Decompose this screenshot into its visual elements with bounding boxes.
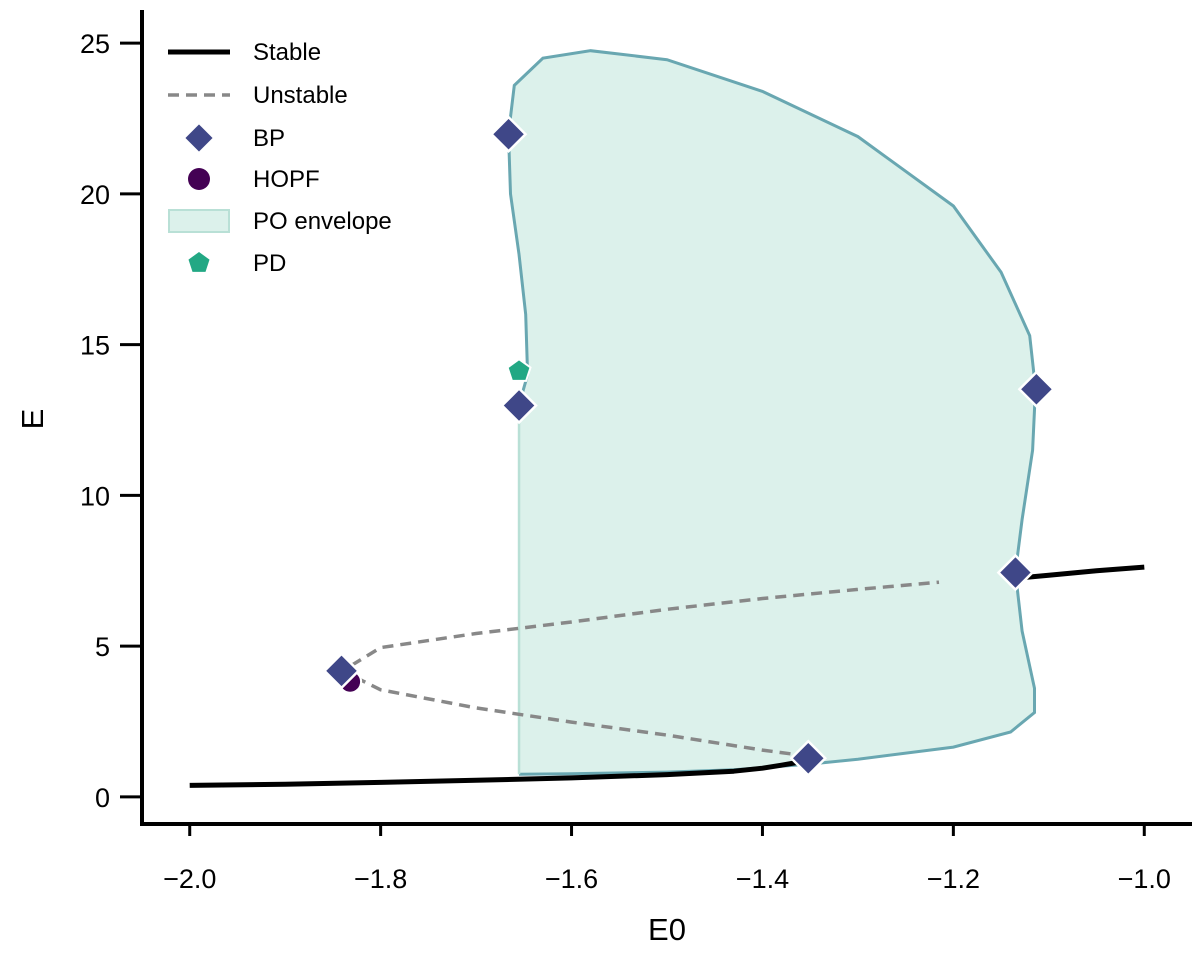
x-axis-label: E0 [648,912,686,947]
legend-label-unstable: Unstable [253,82,348,109]
legend-hopf-swatch [188,168,210,190]
y-axis-label: E [15,409,50,430]
legend-label-hopf: HOPF [253,166,320,193]
bp-point-1 [500,386,538,425]
series-layer [189,564,1145,788]
points-layer [322,115,1056,778]
x-tick-label-3: −1.4 [736,864,789,894]
bp-point-4 [322,652,361,690]
y-tick-label-0: 0 [95,783,110,813]
pd-point-0 [506,357,532,382]
legend-label-stable: Stable [253,39,321,66]
bp-point-2 [1017,370,1056,409]
legend-bp-swatch [182,121,216,155]
stable-lower-line [189,757,809,788]
axes-layer [140,10,1192,826]
y-tick-label-4: 20 [80,180,110,210]
y-tick-label-1: 5 [95,632,110,662]
legend-envelope-swatch [168,209,230,233]
legend-label-pd: PD [253,250,286,277]
po-envelope-layer [506,49,1038,776]
x-tick-label-0: −2.0 [163,864,216,894]
stable-upper-line [1015,564,1145,581]
x-tick-label-1: −1.8 [354,864,407,894]
legend: Stable Unstable BP HOPF PO envelope PD [168,39,392,277]
unstable-branch-line [340,580,940,758]
legend-label-envelope: PO envelope [253,208,392,235]
po-envelope-fill [508,50,1036,775]
bp-point-3 [996,553,1035,592]
x-tick-label-2: −1.6 [545,864,598,894]
y-tick-label-5: 25 [80,29,110,59]
legend-pd-swatch [188,252,210,272]
bp-point-0 [489,115,528,153]
legend-label-bp: BP [253,125,285,152]
x-tick-label-4: −1.2 [927,864,980,894]
ticks-layer: −2.0 −1.8 −1.6 −1.4 −1.2 −1.0 0 5 10 15 20 25 [80,29,1171,894]
bp-point-5 [789,739,828,778]
y-tick-label-2: 10 [80,481,110,511]
x-tick-label-5: −1.0 [1118,864,1171,894]
po-envelope-lower-edge [518,572,1036,776]
y-tick-label-3: 15 [80,331,110,361]
